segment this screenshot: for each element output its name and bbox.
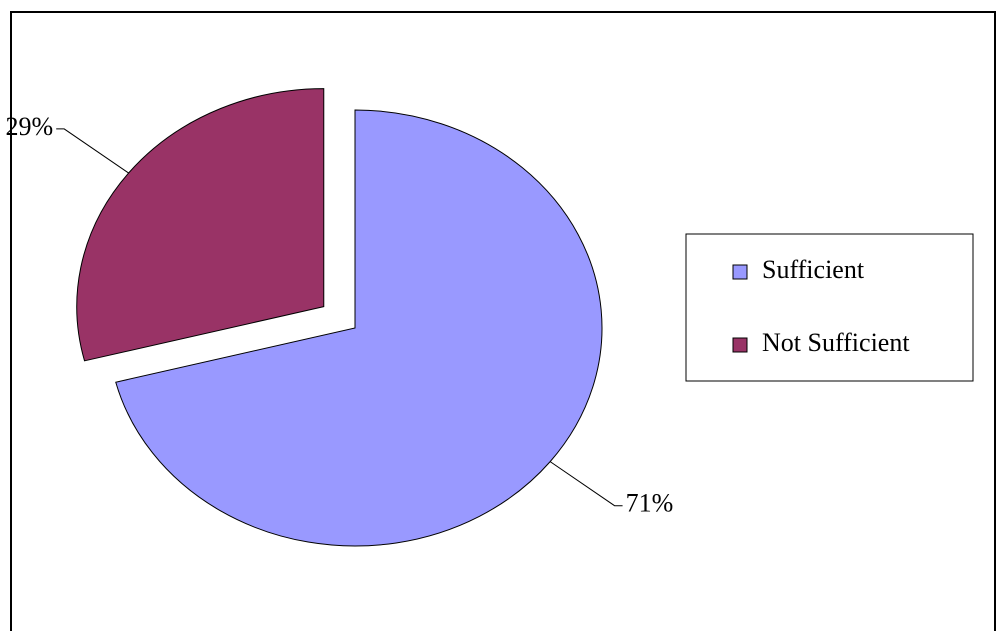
pie-slice [76, 88, 325, 362]
data-label: 71% [626, 489, 674, 518]
legend-label: Not Sufficient [762, 328, 910, 357]
legend-swatch [732, 337, 748, 353]
legend: Sufficient Not Sufficient [685, 233, 974, 382]
leader-line [549, 461, 623, 507]
legend-box [685, 233, 974, 382]
pie-slice [115, 109, 603, 547]
legend-swatch [732, 264, 748, 280]
data-label: 29% [6, 112, 54, 141]
legend-label: Sufficient [762, 255, 865, 284]
leader-line [56, 128, 129, 174]
